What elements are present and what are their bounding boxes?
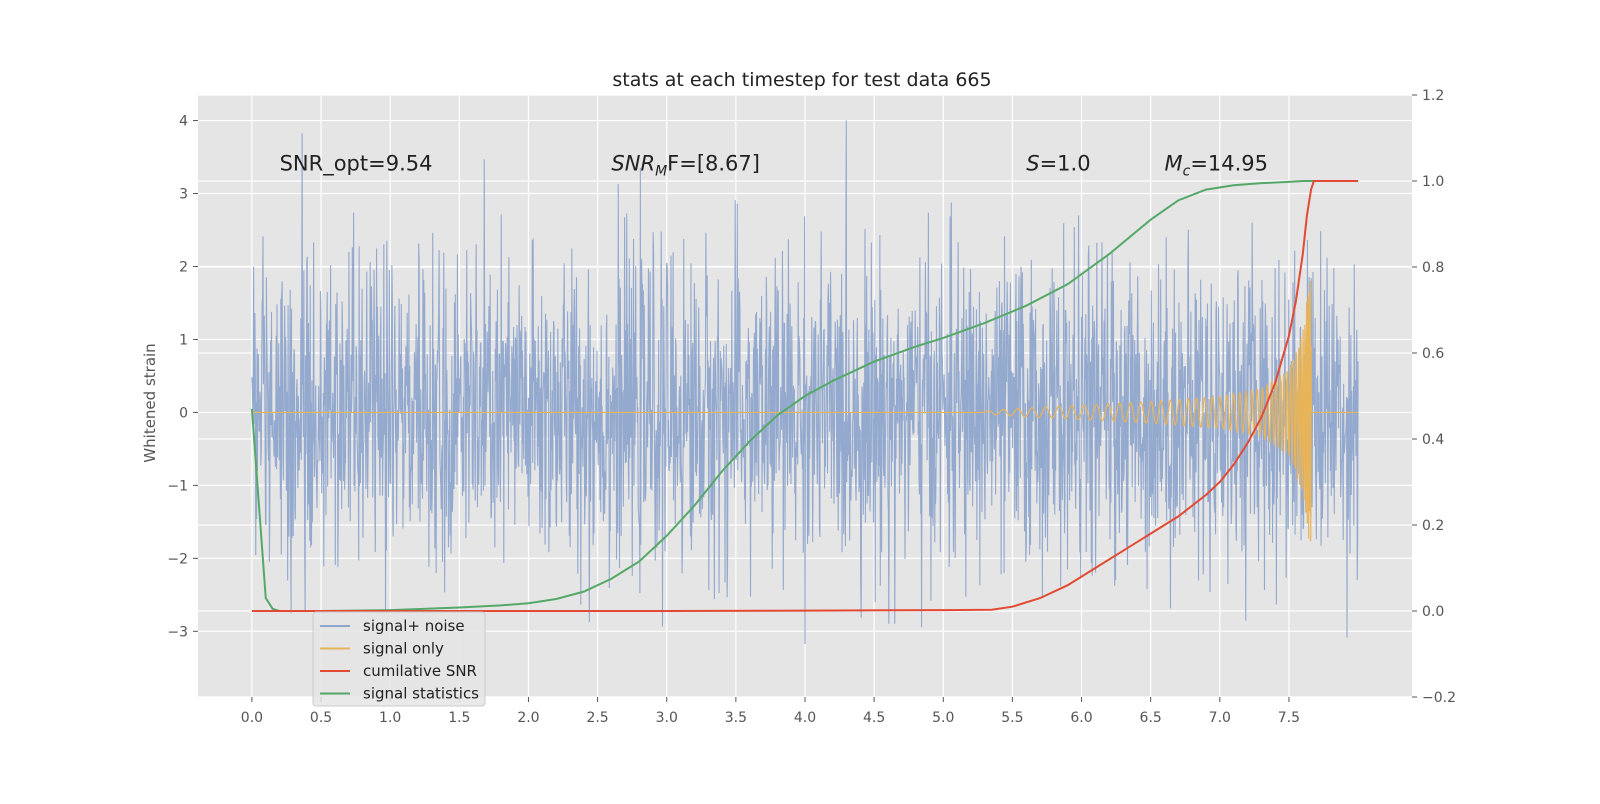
x-tick-label-4: 2.0 xyxy=(517,710,539,726)
x-tick-label-8: 4.0 xyxy=(794,710,816,726)
right-axis-series xyxy=(250,180,1359,612)
annotation-1: SNRMF=[8.67] xyxy=(611,151,760,179)
legend-box xyxy=(312,611,486,707)
legend-label-2: cumilative SNR xyxy=(363,662,477,680)
series-signal-only xyxy=(251,280,1359,542)
annotation-0: SNR_opt=9.54 xyxy=(280,151,433,176)
y-tick-label-6: 3 xyxy=(179,187,188,203)
y-tick-label-3: 0 xyxy=(179,405,188,421)
y2-tick-label-3: 0.4 xyxy=(1422,432,1444,448)
x-tick-label-9: 4.5 xyxy=(863,710,885,726)
cumulative-snr-line xyxy=(251,180,1359,612)
x-tick-label-2: 1.0 xyxy=(379,710,401,726)
signal-only-line xyxy=(251,280,1359,542)
chart-title: stats at each timestep for test data 665 xyxy=(612,69,991,91)
y2-tick-label-7: 1.2 xyxy=(1422,88,1444,104)
y-tick-label-2: −1 xyxy=(167,478,188,494)
axes: 0.0 0.5 1.0 1.5 2.0 2.5 3.0 3.5 4.0 4.5 5.0 5.5 6.0 6… xyxy=(167,88,1456,726)
legend-label-0: signal+ noise xyxy=(363,617,465,635)
legend-label-3: signal statistics xyxy=(363,685,479,703)
y2-tick-label-2: 0.2 xyxy=(1422,518,1444,534)
x-tick-label-15: 7.5 xyxy=(1278,710,1300,726)
signal-noise-line xyxy=(251,120,1359,645)
annotations: SNR_opt=9.54 SNRMF=[8.67] S=1.0 Mc=14.95 xyxy=(280,151,1268,179)
y-tick-label-4: 1 xyxy=(179,332,188,348)
x-tick-label-13: 6.5 xyxy=(1140,710,1162,726)
x-tick-label-12: 6.0 xyxy=(1070,710,1092,726)
y-tick-label-1: −2 xyxy=(167,551,188,567)
legend-label-1: signal only xyxy=(363,640,444,658)
y2-tick-label-6: 1.0 xyxy=(1422,174,1444,190)
x-tick-label-7: 3.5 xyxy=(725,710,747,726)
series-signal-noise xyxy=(251,120,1359,645)
y2-tick-label-0: −0.2 xyxy=(1422,690,1456,706)
annotation-3: Mc=14.95 xyxy=(1164,151,1268,179)
y-axis-label: Whitened strain xyxy=(141,343,159,462)
y-tick-label-5: 2 xyxy=(179,259,188,275)
x-tick-label-14: 7.0 xyxy=(1209,710,1231,726)
y2-tick-label-1: 0.0 xyxy=(1422,604,1444,620)
x-tick-label-6: 3.0 xyxy=(656,710,678,726)
x-tick-label-5: 2.5 xyxy=(586,710,608,726)
x-tick-label-0: 0.0 xyxy=(241,710,263,726)
x-tick-label-1: 0.5 xyxy=(310,710,332,726)
x-tick-label-11: 5.5 xyxy=(1001,710,1023,726)
y2-tick-label-4: 0.6 xyxy=(1422,346,1444,362)
y-tick-label-0: −3 xyxy=(167,624,188,640)
y-tick-label-7: 4 xyxy=(179,114,188,130)
x-tick-label-3: 1.5 xyxy=(448,710,470,726)
annotation-2: S=1.0 xyxy=(1026,151,1090,175)
legend: signal+ noise signal only cumilative SNR si… xyxy=(312,611,486,707)
x-tick-label-10: 5.0 xyxy=(932,710,954,726)
y2-tick-label-5: 0.8 xyxy=(1422,260,1444,276)
